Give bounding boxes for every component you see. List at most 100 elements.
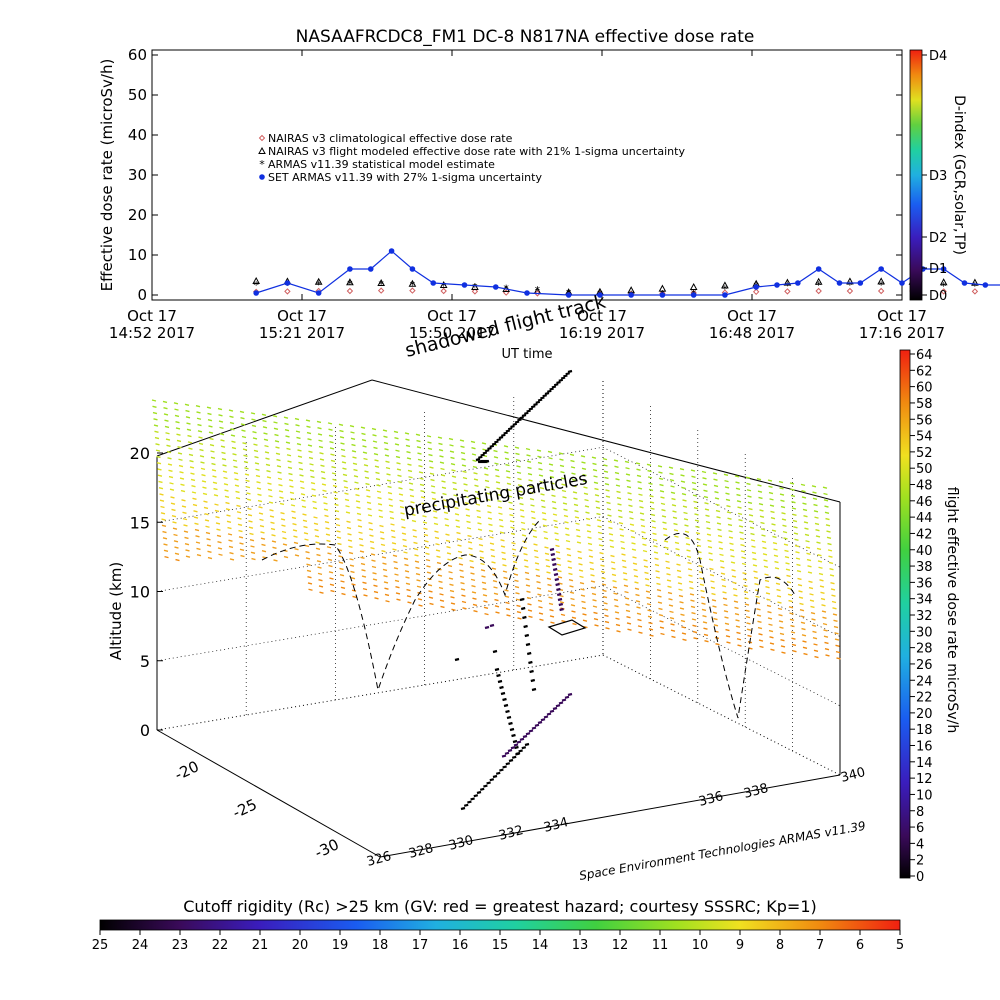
particle-mark xyxy=(697,550,702,554)
particle-mark xyxy=(163,543,168,546)
particle-mark xyxy=(653,551,659,554)
particle-mark xyxy=(483,467,489,470)
particle-mark xyxy=(298,468,304,471)
particle-mark xyxy=(384,448,389,451)
particle-mark xyxy=(352,456,357,459)
particle-mark xyxy=(356,512,362,516)
particle-mark xyxy=(505,608,511,611)
particle-mark xyxy=(567,566,573,569)
particle-mark xyxy=(396,598,401,601)
particle-mark xyxy=(291,510,296,513)
particle-mark xyxy=(493,449,498,453)
particle-mark xyxy=(406,588,411,592)
particle-mark xyxy=(769,498,774,501)
particle-mark xyxy=(232,459,238,462)
particle-mark xyxy=(758,503,764,506)
precipitating-particle-field xyxy=(151,399,841,660)
particle-mark xyxy=(443,505,448,508)
particle-mark xyxy=(612,579,617,583)
particle-mark xyxy=(235,497,241,500)
particle-mark xyxy=(678,588,683,591)
particle-mark xyxy=(758,633,763,636)
particle-mark xyxy=(774,560,779,564)
particle-mark xyxy=(481,575,486,578)
particle-mark xyxy=(547,450,553,454)
flight-track-point xyxy=(496,438,501,442)
particle-mark xyxy=(778,480,784,484)
particle-mark xyxy=(661,515,667,518)
x-tick-label-time: 15:21 2017 xyxy=(259,324,345,342)
particle-mark xyxy=(245,485,251,489)
colorbar-tick-label: 0 xyxy=(916,870,924,885)
particle-mark xyxy=(190,472,195,475)
particle-mark xyxy=(756,477,762,481)
particle-mark xyxy=(178,458,183,461)
particle-mark xyxy=(334,509,340,513)
particle-mark xyxy=(371,427,377,431)
particle-mark xyxy=(644,578,650,581)
particle-mark xyxy=(278,490,284,493)
particle-mark xyxy=(293,535,298,538)
particle-mark xyxy=(538,474,544,477)
particle-mark xyxy=(536,587,542,590)
particle-mark xyxy=(390,523,395,526)
particle-mark xyxy=(651,520,656,523)
particle-mark xyxy=(505,470,511,473)
particle-mark xyxy=(300,493,306,496)
particle-mark xyxy=(258,506,263,509)
y-tick-label: 60 xyxy=(128,46,147,64)
longitude-tick-label: 338 xyxy=(742,781,770,802)
flight-track-point xyxy=(560,376,566,380)
particle-mark xyxy=(349,558,354,561)
particle-mark xyxy=(749,520,754,523)
particle-mark xyxy=(516,465,521,468)
particle-mark xyxy=(512,554,517,557)
particle-mark xyxy=(658,607,663,611)
particle-mark xyxy=(804,533,810,537)
series-marker xyxy=(783,278,792,286)
particle-mark xyxy=(260,537,266,540)
particle-mark xyxy=(171,515,177,518)
particle-mark xyxy=(312,500,317,504)
particle-mark xyxy=(704,640,709,643)
particle-mark xyxy=(223,476,228,480)
flight-track-point xyxy=(507,427,513,431)
particle-mark xyxy=(159,493,164,496)
particle-mark xyxy=(524,565,529,568)
particle-mark xyxy=(338,561,344,564)
particle-mark xyxy=(449,450,455,453)
particle-mark xyxy=(819,579,824,582)
particle-mark xyxy=(789,618,795,622)
particle-mark xyxy=(622,565,627,569)
flight-track-point xyxy=(540,396,545,400)
colorbar-tick-label: 22 xyxy=(916,691,933,706)
particle-mark xyxy=(394,443,400,446)
particle-mark xyxy=(509,513,514,517)
particle-mark xyxy=(324,521,330,524)
particle-mark xyxy=(509,520,515,523)
colorbar-tick-label: 28 xyxy=(916,642,933,657)
particle-mark xyxy=(807,571,813,574)
particle-mark xyxy=(519,502,524,506)
particle-mark xyxy=(595,506,601,509)
particle-mark xyxy=(612,586,618,589)
series-marker xyxy=(877,287,885,295)
timeseries-y-axis-label: Effective dose rate (microSv/h) xyxy=(98,59,116,292)
particle-mark xyxy=(702,483,708,486)
particle-mark xyxy=(822,616,827,620)
longitude-tick-label: 340 xyxy=(839,765,867,786)
particle-mark xyxy=(450,462,456,466)
flight-track-point xyxy=(509,727,515,732)
particle-mark xyxy=(749,526,755,530)
particle-mark xyxy=(198,436,203,439)
particle-mark xyxy=(371,559,376,562)
series-marker xyxy=(940,266,947,272)
particle-mark xyxy=(721,585,727,588)
particle-mark xyxy=(285,441,291,444)
particle-mark xyxy=(347,533,352,536)
flight-track-point xyxy=(484,625,490,630)
particle-mark xyxy=(735,619,740,622)
particle-mark xyxy=(550,482,555,485)
particle-mark xyxy=(661,508,666,512)
particle-mark xyxy=(727,517,732,520)
